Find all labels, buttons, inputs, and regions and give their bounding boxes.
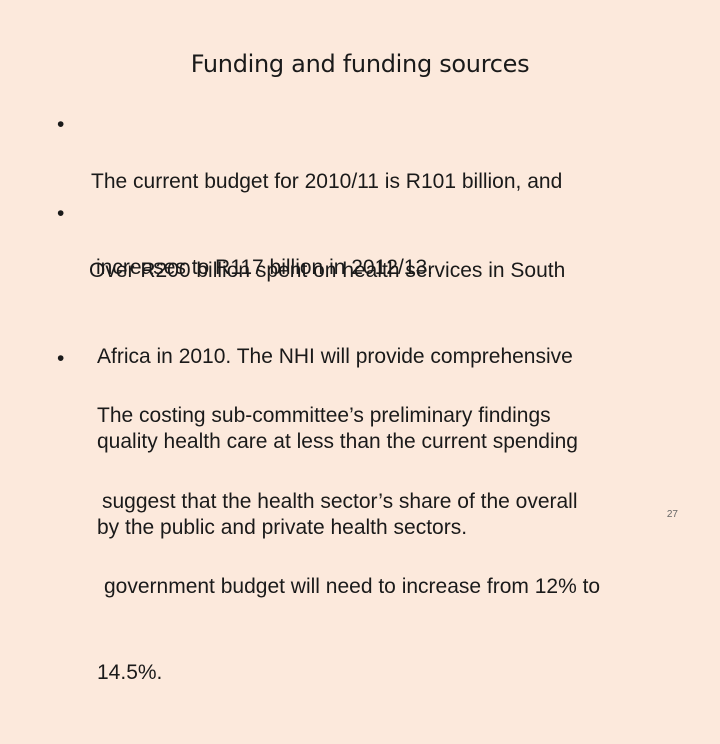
page-number: 27 bbox=[666, 509, 678, 520]
bullet-line: quality health care at less than the cur… bbox=[97, 430, 578, 453]
bullet-dot-icon: • bbox=[57, 347, 65, 370]
bullet-text: The costing sub-committee’s preliminary … bbox=[97, 345, 600, 744]
slide-title: Funding and funding sources bbox=[190, 50, 530, 78]
bullet-line: The current budget for 2010/11 is R101 b… bbox=[91, 170, 563, 193]
bullet-line: suggest that the health sector’s share o… bbox=[102, 489, 578, 513]
bullet-dot-icon: • bbox=[57, 202, 65, 225]
bullet-line: Over R200 billion spent on health servic… bbox=[89, 259, 566, 282]
bullet-line: Africa in 2010. The NHI will provide com… bbox=[97, 344, 573, 368]
bullet-line: The costing sub-committee’s preliminary … bbox=[97, 404, 551, 427]
bullet-text: Over R200 billion spent on health servic… bbox=[89, 200, 578, 599]
bullet-line: increases to R117 billion in 2012/13. bbox=[96, 255, 433, 279]
bullet-dot-icon: • bbox=[57, 113, 65, 136]
bullet-line: 14.5%. bbox=[97, 660, 163, 684]
bullet-line: government budget will need to increase … bbox=[104, 575, 601, 598]
bullet-text: The current budget for 2010/11 is R101 b… bbox=[91, 111, 562, 339]
bullet-line: by the public and private health sectors… bbox=[97, 515, 468, 539]
slide: Funding and funding sources • The curren… bbox=[57, 50, 678, 684]
